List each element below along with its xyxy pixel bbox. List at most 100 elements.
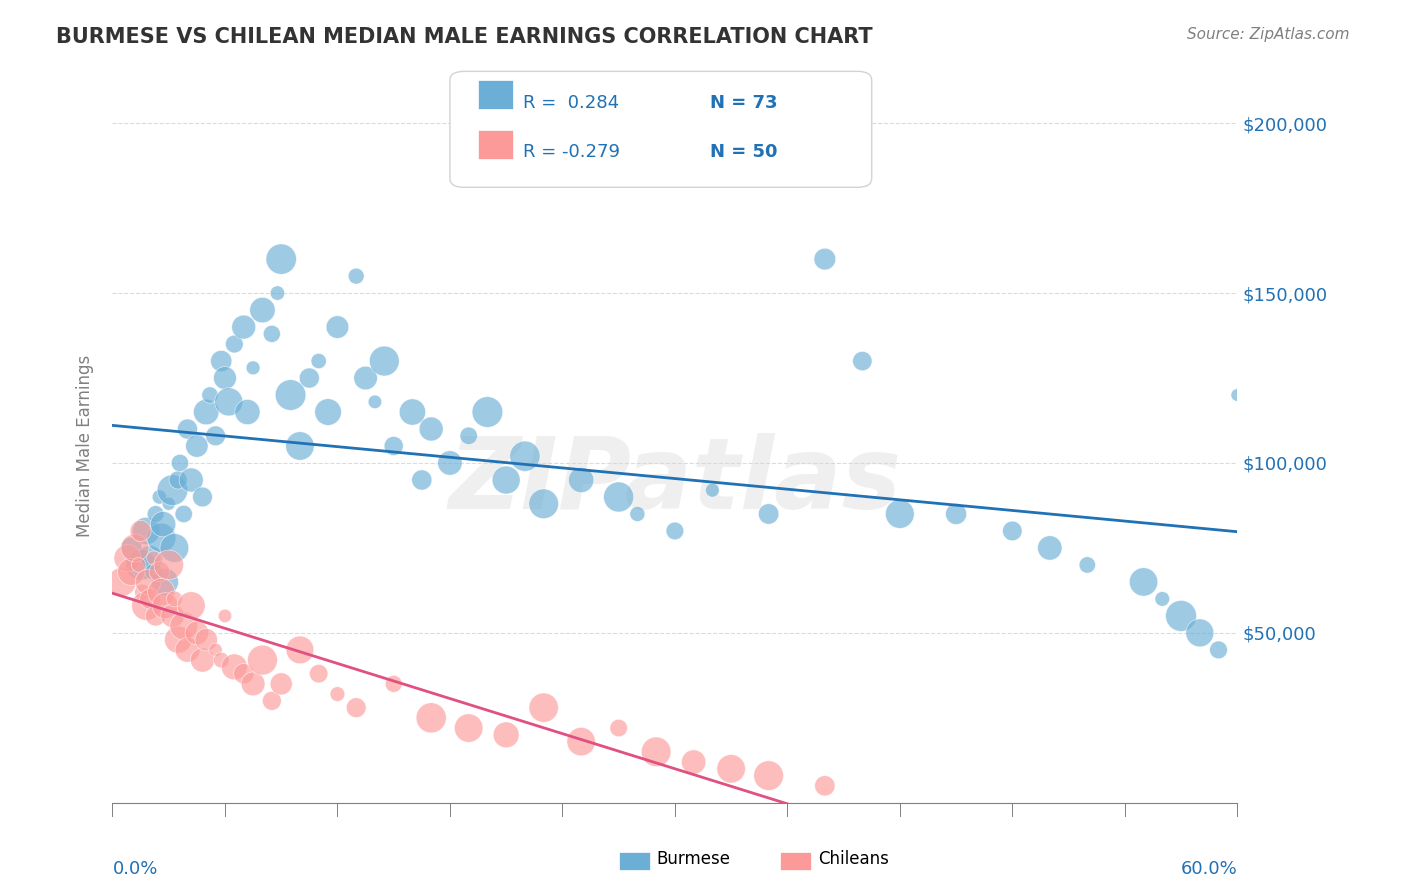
Text: Chileans: Chileans [818,850,889,868]
Point [162,608,184,623]
Point [477,405,499,419]
Point [120,565,142,579]
Point [173,619,195,633]
Point [176,643,198,657]
Point [135,524,157,538]
Point [198,388,221,402]
Point [153,574,176,589]
Point [664,524,686,538]
Point [645,745,668,759]
Point [145,608,167,623]
Point [162,483,184,498]
Text: 60.0%: 60.0% [1181,860,1237,878]
Point [117,551,139,566]
Point [157,497,180,511]
Point [260,694,283,708]
Point [344,269,367,284]
Point [308,354,330,368]
Point [354,371,377,385]
Point [252,303,274,318]
Point [1188,626,1211,640]
Point [204,429,226,443]
Point [382,677,405,691]
Point [569,473,592,487]
Text: ZIPatlas: ZIPatlas [449,434,901,530]
Point [1132,574,1154,589]
Point [1226,388,1249,402]
Point [135,599,157,613]
Point [136,574,159,589]
Point [326,687,349,701]
Point [298,371,321,385]
Point [288,439,311,453]
Point [195,405,218,419]
Point [720,762,742,776]
Text: N = 73: N = 73 [710,94,778,112]
Point [128,558,150,572]
Point [180,473,202,487]
Point [176,422,198,436]
Point [401,405,423,419]
Point [326,320,349,334]
Point [569,734,592,748]
Point [1039,541,1062,555]
Point [420,711,443,725]
Point [702,483,724,498]
Point [163,591,186,606]
Point [209,653,232,667]
Point [270,677,292,691]
Point [131,585,153,599]
Point [163,541,186,555]
Point [232,666,254,681]
Point [1152,591,1174,606]
Point [148,565,170,579]
Point [266,286,288,301]
Point [120,541,142,555]
Point [260,326,283,341]
Point [111,574,134,589]
Point [214,608,236,623]
Point [167,473,190,487]
Point [373,354,395,368]
Text: R =  0.284: R = 0.284 [523,94,619,112]
Y-axis label: Median Male Earnings: Median Male Earnings [76,355,94,537]
Point [242,360,264,375]
Point [457,429,479,443]
Point [186,626,208,640]
Point [280,388,302,402]
Point [209,354,232,368]
Point [252,653,274,667]
Point [945,507,967,521]
Point [180,599,202,613]
Point [758,769,780,783]
Point [495,473,517,487]
Point [129,558,152,572]
Point [157,558,180,572]
Point [344,700,367,714]
Point [145,507,167,521]
Point [236,405,259,419]
Point [364,394,387,409]
Point [169,456,191,470]
Point [204,643,226,657]
Point [214,371,236,385]
Point [218,394,240,409]
Point [851,354,873,368]
Point [152,517,174,532]
Point [173,507,195,521]
Point [288,643,311,657]
Text: N = 50: N = 50 [710,143,778,161]
Point [495,728,517,742]
Point [148,490,170,504]
Point [139,551,162,566]
Point [186,439,208,453]
Point [814,779,837,793]
Point [758,507,780,521]
Point [191,490,214,504]
Point [607,721,630,735]
Point [1170,608,1192,623]
Point [1208,643,1230,657]
Point [150,585,173,599]
Point [139,591,162,606]
Point [150,531,173,545]
